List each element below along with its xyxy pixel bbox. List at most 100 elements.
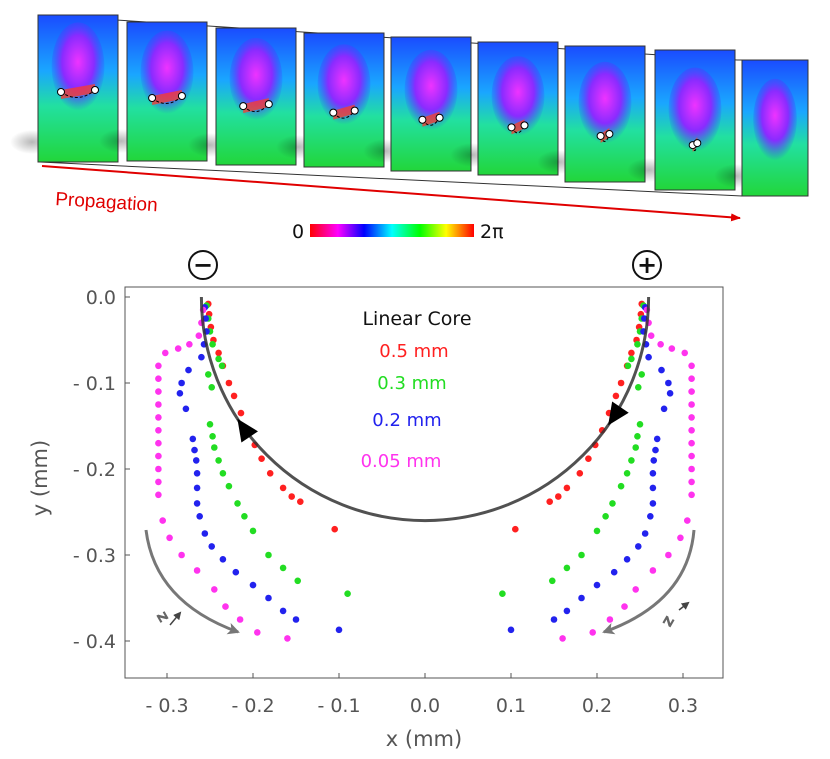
data-point xyxy=(155,478,162,486)
positive-charge-circle xyxy=(632,250,662,280)
frame-vortex-right xyxy=(435,113,444,122)
data-point-mirrored xyxy=(660,405,668,413)
data-point xyxy=(232,568,240,576)
data-point-mirrored xyxy=(617,482,625,490)
propagation-arrow xyxy=(41,165,741,222)
data-point xyxy=(219,556,227,563)
data-point-mirrored xyxy=(634,543,642,550)
data-point-mirrored xyxy=(688,401,695,408)
data-point-mirrored xyxy=(681,349,689,357)
frame-vortex-core xyxy=(404,49,458,131)
data-point-mirrored xyxy=(628,355,635,363)
legend-title: Linear Core xyxy=(362,308,471,330)
frame-vortex-core xyxy=(578,61,632,144)
data-point xyxy=(297,498,304,505)
data-point-mirrored xyxy=(512,525,519,533)
data-point-mirrored xyxy=(634,433,641,440)
positive-charge-symbol: + xyxy=(637,251,657,279)
data-point xyxy=(155,465,162,473)
frame-vortex-left xyxy=(329,108,338,117)
z-direction-right: z xyxy=(602,529,696,635)
data-point-mirrored xyxy=(653,435,661,443)
frame-vortex-left xyxy=(148,93,157,102)
data-point xyxy=(237,409,245,417)
data-point-mirrored xyxy=(546,498,553,505)
data-point-mirrored xyxy=(499,590,506,597)
data-point-mirrored xyxy=(593,527,601,535)
data-point xyxy=(176,390,184,397)
data-point xyxy=(155,452,162,460)
z-small-arrow-left xyxy=(169,611,182,626)
data-point xyxy=(178,379,185,387)
semicircle-arrow-left xyxy=(237,418,258,443)
data-point xyxy=(225,379,233,387)
frame-vortex-core xyxy=(753,78,797,161)
z-direction-left: z xyxy=(144,529,240,635)
data-point-mirrored xyxy=(563,564,571,572)
data-point xyxy=(284,635,291,642)
data-point-mirrored xyxy=(688,452,695,460)
frame-vortex-right xyxy=(264,100,273,109)
data-point-mirrored xyxy=(621,603,628,610)
data-point-mirrored xyxy=(688,465,695,473)
legend-entry-0.05mm: 0.05 mm xyxy=(361,451,442,472)
x-tick-label: 0.0 xyxy=(410,695,440,717)
data-point-mirrored xyxy=(609,500,616,507)
data-point xyxy=(193,470,201,477)
data-point xyxy=(230,392,238,400)
data-point xyxy=(166,534,173,542)
data-point xyxy=(155,375,162,383)
frame-vortex-right xyxy=(177,91,186,100)
data-point xyxy=(265,594,272,602)
frame-vortex-left xyxy=(418,115,427,124)
frame-vortex-right xyxy=(520,121,529,130)
data-point-mirrored xyxy=(632,444,639,451)
data-point-mirrored xyxy=(649,470,657,477)
negative-charge-circle xyxy=(188,250,218,280)
frame-vortex-left xyxy=(239,102,248,111)
data-point-mirrored xyxy=(645,353,652,361)
data-point-mirrored xyxy=(602,513,609,520)
data-point xyxy=(292,616,300,623)
data-point xyxy=(182,405,190,413)
data-point-mirrored xyxy=(677,534,684,542)
data-point-mirrored xyxy=(647,332,655,340)
propagation-panel: Propagation xyxy=(10,14,809,222)
y-tick-label: - 0.1 xyxy=(73,373,116,395)
y-tick-label: - 0.2 xyxy=(73,459,116,481)
data-point xyxy=(155,362,162,370)
y-axis-ticks: 0.0 - 0.1 - 0.2 - 0.3 - 0.4 xyxy=(73,287,130,653)
data-point xyxy=(196,513,203,520)
data-point xyxy=(193,484,201,492)
z-small-arrow-right xyxy=(678,601,690,611)
data-point xyxy=(155,401,162,408)
data-point-mirrored xyxy=(684,517,691,524)
data-point xyxy=(195,332,203,340)
frame-vortex-left xyxy=(57,87,65,96)
x-tick-label: 0.2 xyxy=(582,695,612,717)
data-point xyxy=(178,551,185,559)
data-point-mirrored xyxy=(658,366,665,374)
field-frame xyxy=(627,49,736,191)
data-point xyxy=(186,341,193,348)
frame-phase-band xyxy=(61,83,95,99)
field-frame xyxy=(537,45,646,183)
data-point xyxy=(206,420,214,428)
data-point-mirrored xyxy=(632,586,639,593)
frame-vortex-right xyxy=(605,129,614,138)
data-point-mirrored xyxy=(623,556,631,563)
frame-vortex-right xyxy=(350,106,359,115)
data-point-mirrored xyxy=(628,457,635,464)
y-tick-label: 0.0 xyxy=(86,287,116,309)
data-point xyxy=(185,366,192,374)
data-point-mirrored xyxy=(641,530,649,537)
frame-vortex-right xyxy=(693,139,702,148)
frame-phase-band xyxy=(422,111,440,127)
plot-frame xyxy=(124,286,724,679)
x-tick-label: - 0.3 xyxy=(145,695,188,717)
data-point xyxy=(193,500,201,507)
data-point xyxy=(225,482,233,490)
data-point-mirrored xyxy=(688,362,695,370)
reference-semicircle xyxy=(199,296,651,523)
data-point xyxy=(215,349,222,357)
